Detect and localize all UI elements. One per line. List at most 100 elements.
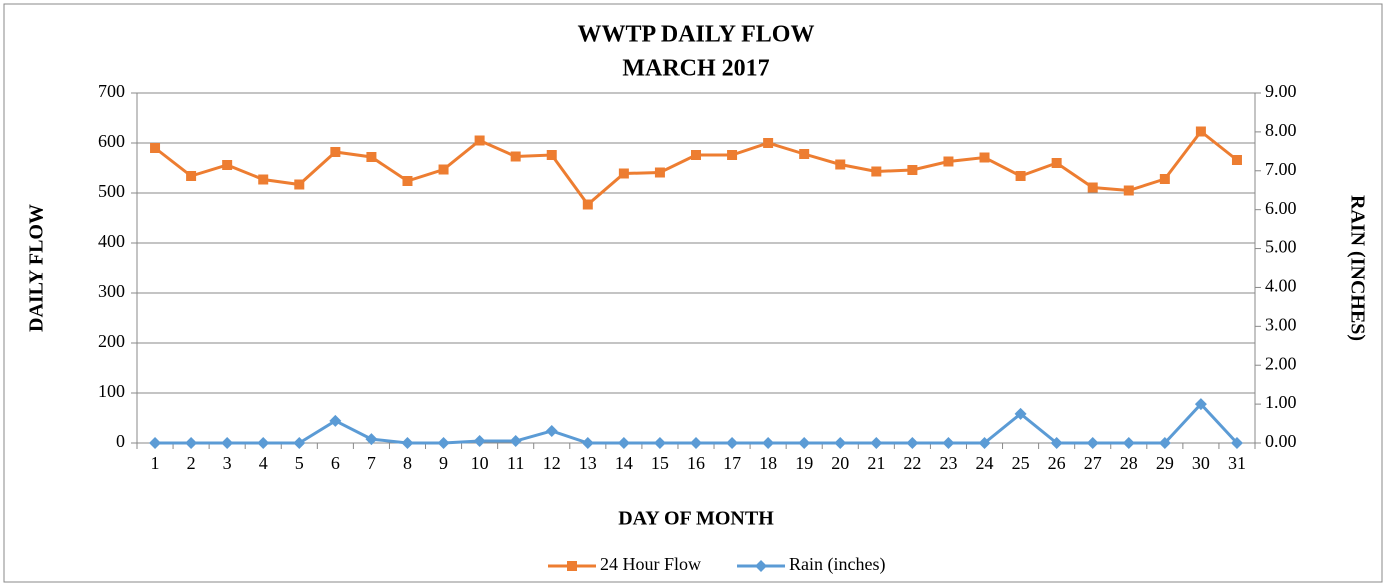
y2-tick-label: 9.00 [1265,81,1297,101]
marker [185,437,198,449]
marker [799,149,810,159]
marker [567,561,577,571]
x-tick-label: 25 [1012,453,1030,473]
y2-tick-label: 8.00 [1265,120,1297,140]
x-tick-label: 3 [223,453,232,473]
marker [871,166,882,177]
x-tick-label: 31 [1228,453,1246,473]
x-tick-label: 22 [903,453,921,473]
x-tick-label: 15 [651,453,669,473]
x-tick-label: 30 [1192,453,1210,473]
x-tick-label: 8 [403,453,412,473]
y-tick-label: 500 [98,181,125,201]
marker [150,143,161,153]
x-tick-label: 27 [1084,453,1102,473]
marker [186,171,197,181]
y2-tick-label: 7.00 [1265,159,1297,179]
legend-label: 24 Hour Flow [600,554,701,574]
marker [366,152,377,162]
marker [1086,437,1099,449]
x-tick-label: 1 [151,453,160,473]
marker [755,560,768,572]
y2-tick-label: 1.00 [1265,392,1297,412]
x-tick-label: 16 [687,453,705,473]
x-tick-label: 9 [439,453,448,473]
x-tick-label: 24 [976,453,994,473]
marker [258,174,269,185]
x-tick-label: 14 [615,453,633,473]
marker [1231,155,1242,165]
marker [835,159,846,170]
y-tick-label: 400 [98,231,125,251]
marker [617,437,630,449]
marker [979,152,990,163]
x-tick-label: 23 [939,453,957,473]
marker [727,150,738,160]
x-tick-label: 7 [367,453,376,473]
x-tick-label: 13 [579,453,597,473]
marker [437,437,450,449]
x-tick-label: 4 [259,453,268,473]
marker [798,437,811,449]
y-axis-title: DAILY FLOW [26,204,48,332]
y-tick-label: 700 [98,81,125,101]
legend-label: Rain (inches) [789,554,885,575]
marker [870,437,883,449]
x-tick-label: 10 [471,453,489,473]
marker [907,165,918,175]
marker [691,150,701,160]
chart-title: WWTP DAILY FLOW [578,22,815,48]
marker [1123,185,1134,196]
marker [582,199,593,210]
y-tick-label: 600 [98,131,125,151]
marker [330,147,341,157]
x-tick-label: 17 [723,453,741,473]
marker [149,437,162,449]
x-tick-label: 20 [831,453,849,473]
marker [1015,171,1026,181]
marker [402,176,413,186]
x-tick-label: 19 [795,453,813,473]
marker [293,437,306,449]
marker [906,437,919,449]
y-tick-label: 0 [116,431,125,451]
x-tick-label: 18 [759,453,777,473]
marker [1230,437,1243,449]
marker [510,151,521,162]
marker [221,437,234,449]
marker [1051,158,1062,168]
marker [653,437,666,449]
x-tick-label: 6 [331,453,340,473]
marker [942,437,955,449]
marker [545,424,558,437]
marker [473,435,486,448]
marker [365,433,378,446]
y-tick-label: 300 [98,281,125,301]
y2-tick-label: 6.00 [1265,198,1297,218]
marker [581,437,594,449]
marker [509,435,522,448]
marker [654,167,665,178]
y2-axis-title: RAIN (INCHES) [1346,195,1368,341]
x-tick-label: 26 [1048,453,1066,473]
marker [294,179,305,190]
x-tick-label: 11 [507,453,524,473]
x-tick-label: 12 [543,453,561,473]
marker [978,437,991,449]
marker [329,414,342,427]
y2-tick-label: 4.00 [1265,276,1297,296]
marker [1122,437,1135,449]
marker [763,138,774,148]
marker [438,164,449,175]
x-axis-title: DAY OF MONTH [618,508,774,530]
marker [1195,126,1206,137]
y2-tick-label: 2.00 [1265,353,1297,373]
x-tick-label: 21 [867,453,885,473]
marker [943,156,954,167]
marker [474,135,485,146]
marker [257,437,270,449]
y2-tick-label: 3.00 [1265,314,1297,334]
chart-subtitle: MARCH 2017 [622,56,769,82]
marker [1050,437,1063,449]
